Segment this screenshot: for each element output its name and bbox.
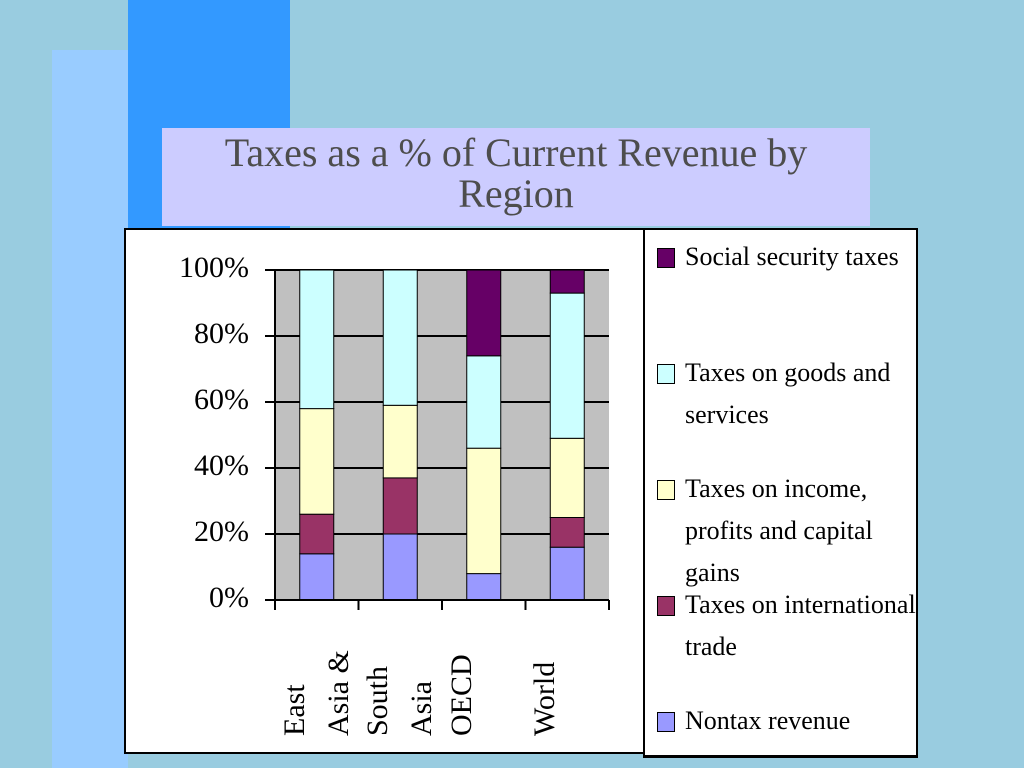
legend-swatch (657, 712, 675, 732)
legend-swatch (657, 364, 675, 384)
bar-segment (299, 269, 335, 410)
y-tick-label: 20% (194, 515, 249, 548)
legend-item: Social security taxes (657, 236, 919, 278)
bar-segment (466, 269, 502, 357)
y-tick-label: 80% (194, 317, 249, 350)
bar-segment (382, 269, 418, 406)
bar-segment (299, 408, 335, 515)
legend-item: Taxes on income, profits and capital gai… (657, 468, 919, 594)
legend-item: Taxes on goods and services (657, 352, 919, 436)
x-tick-label: East Asia & (277, 650, 355, 736)
y-tick-label: 40% (194, 449, 249, 482)
legend-swatch (657, 248, 675, 268)
y-tick-label: 0% (209, 581, 249, 614)
legend: Social security taxes Taxes on goods and … (643, 228, 918, 758)
y-tick-label: 100% (179, 251, 249, 284)
legend-item: Taxes on international trade (657, 584, 919, 668)
bar-segment (299, 513, 335, 555)
bar-segment (549, 517, 585, 548)
bar-segment (549, 269, 585, 294)
x-tick-label: World (528, 661, 562, 736)
legend-label: Nontax revenue (685, 706, 851, 735)
y-tick-label: 60% (194, 383, 249, 416)
deco-light (52, 50, 128, 768)
bar-segment (382, 477, 418, 535)
legend-label: Taxes on international trade (685, 590, 916, 661)
bar-segment (466, 355, 502, 449)
bar-segment (549, 292, 585, 439)
legend-label: Social security taxes (685, 242, 899, 271)
x-tick-label: South Asia (361, 665, 439, 736)
legend-label: Taxes on income, profits and capital gai… (685, 474, 873, 587)
bar-segment (549, 437, 585, 518)
chart-title: Taxes as a % of Current Revenue by Regio… (224, 130, 808, 216)
bar-segment (382, 404, 418, 479)
bar-segment (466, 447, 502, 575)
bar-segment (466, 573, 502, 601)
bar-segment (299, 553, 335, 601)
bar-segment (549, 546, 585, 601)
legend-swatch (657, 480, 675, 500)
legend-label: Taxes on goods and services (685, 358, 891, 429)
bar-segment (382, 533, 418, 601)
legend-swatch (657, 596, 675, 616)
title-box: Taxes as a % of Current Revenue by Regio… (162, 128, 870, 226)
legend-item: Nontax revenue (657, 700, 919, 742)
x-tick-label: OECD (444, 654, 478, 736)
